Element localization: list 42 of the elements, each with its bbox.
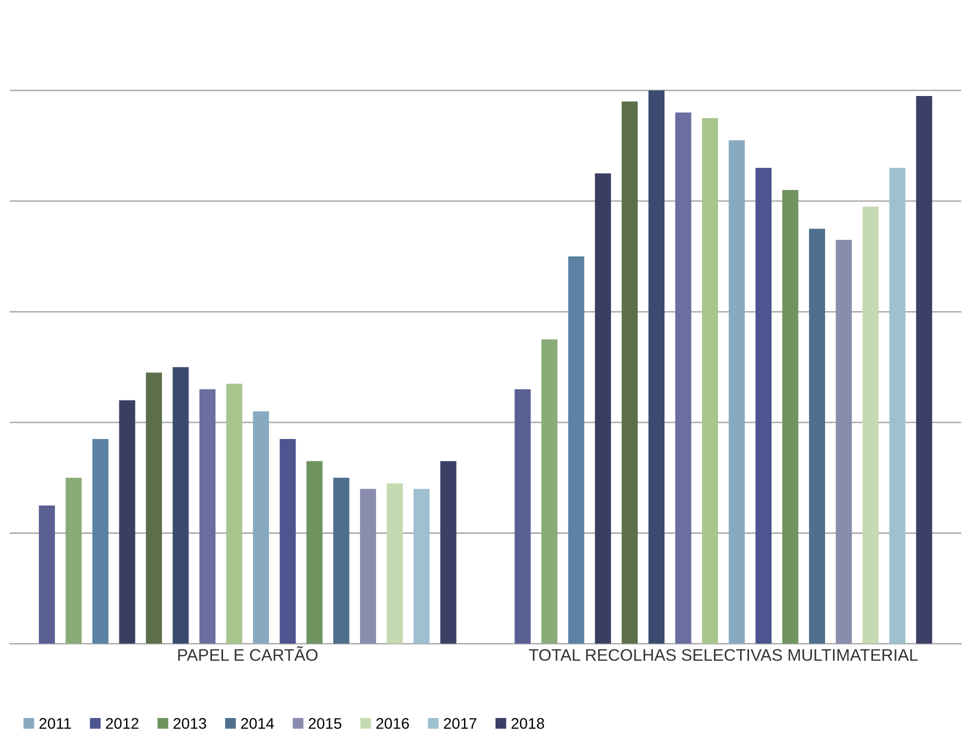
bar: [648, 90, 665, 644]
bar: [889, 168, 906, 644]
legend-label: 2014: [241, 718, 274, 729]
bar: [119, 400, 136, 644]
bar: [280, 439, 296, 644]
bar: [594, 173, 611, 644]
legend-label: 2016: [376, 718, 409, 729]
bar: [252, 411, 270, 644]
bar: [809, 228, 826, 644]
bar: [333, 478, 350, 644]
bar: [38, 505, 55, 644]
bar: [440, 461, 456, 644]
bar: [916, 96, 932, 644]
x-tick-label: TOTAL RECOLHAS SELECTIVAS MULTIMATERIAL: [528, 649, 918, 661]
bar: [199, 389, 216, 644]
bar: [146, 372, 162, 644]
legend-label: 2015: [308, 718, 342, 729]
legend-label: 2011: [40, 718, 71, 729]
bar: [568, 256, 584, 644]
bar: [622, 101, 638, 644]
bar: [782, 190, 798, 644]
bar: [66, 478, 82, 644]
bar: [360, 488, 376, 644]
bar: [226, 384, 242, 644]
legend-label: 2018: [512, 718, 544, 729]
bar: [514, 389, 531, 644]
bar: [541, 339, 558, 644]
bar: [386, 483, 403, 644]
bar: [172, 367, 189, 644]
x-tick-label: PAPEL E CARTÃO: [178, 646, 318, 661]
bar: [306, 461, 323, 644]
bar: [414, 488, 430, 644]
legend-label: 2012: [106, 718, 138, 729]
bar: [862, 206, 879, 644]
legend-label: 2017: [444, 718, 476, 729]
bar: [675, 112, 692, 644]
bar: [92, 439, 108, 644]
bar: [756, 168, 772, 644]
legend-label: 2013: [174, 718, 206, 729]
bar: [836, 240, 852, 644]
bar: [728, 140, 745, 644]
bar: [702, 118, 718, 644]
